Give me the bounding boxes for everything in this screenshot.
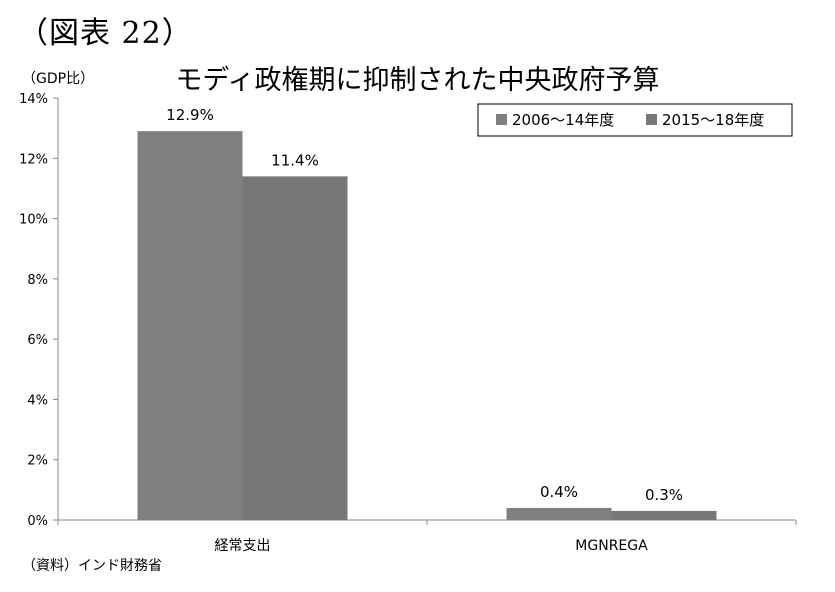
unit-label: （GDP比） xyxy=(22,71,95,87)
bar xyxy=(137,131,243,520)
legend-box xyxy=(477,103,793,137)
y-tick-label: 0% xyxy=(27,514,48,529)
y-tick-label: 8% xyxy=(27,273,48,288)
source-label: （資料）インド財務省 xyxy=(22,558,162,574)
y-tick-label: 14% xyxy=(19,92,48,107)
legend-label: 2006～14年度 xyxy=(512,111,614,129)
y-tick-label: 2% xyxy=(27,454,48,469)
category-label: MGNREGA xyxy=(575,538,648,554)
y-tick-label: 4% xyxy=(27,393,48,408)
data-label: 11.4% xyxy=(271,151,319,169)
y-tick-label: 10% xyxy=(19,213,48,228)
chart-title: モディ政権期に抑制された中央政府予算 xyxy=(175,65,660,96)
category-label: 経常支出 xyxy=(215,538,271,554)
bar xyxy=(506,507,612,520)
data-label: 0.4% xyxy=(540,483,578,501)
y-tick-label: 12% xyxy=(19,152,48,167)
data-label: 12.9% xyxy=(166,106,214,124)
data-label: 0.3% xyxy=(645,486,683,504)
legend-label: 2015～18年度 xyxy=(662,111,764,129)
legend-swatch xyxy=(496,114,507,125)
legend-swatch xyxy=(646,114,657,125)
bar xyxy=(611,510,717,520)
figure-label: （図表 22） xyxy=(18,16,193,51)
y-tick-label: 6% xyxy=(27,333,48,348)
bar xyxy=(242,176,348,520)
